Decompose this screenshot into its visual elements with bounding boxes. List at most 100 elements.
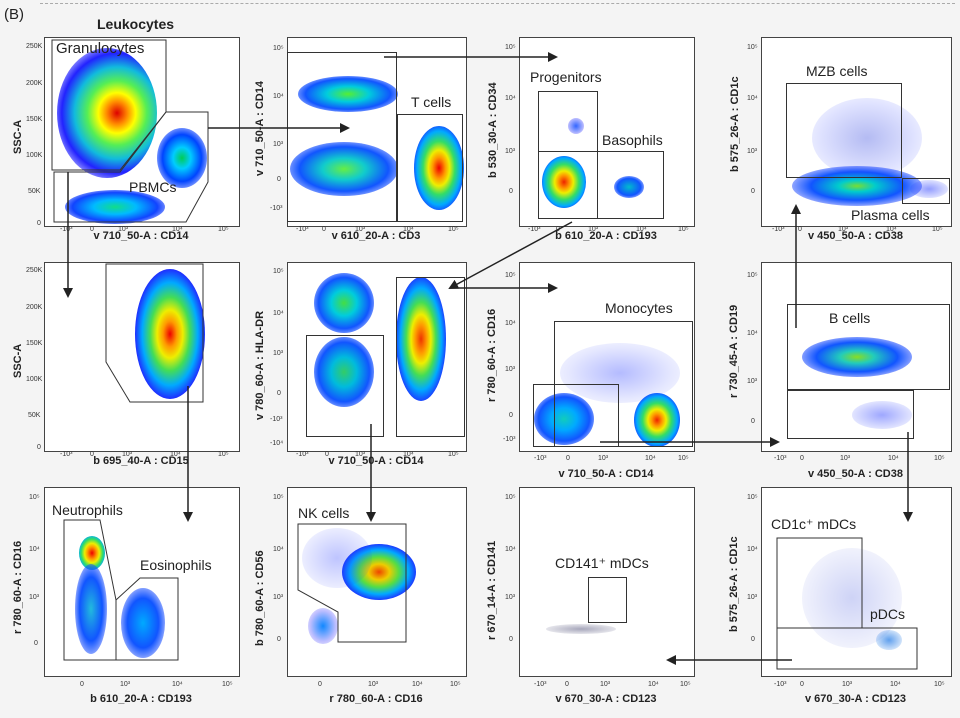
y-tick: 0 — [751, 636, 755, 643]
x-tick: 10³ — [598, 455, 609, 462]
x-tick: 10⁵ — [222, 681, 233, 688]
b-cell-cluster — [792, 166, 922, 206]
gate-label-eosinophils: Eosinophils — [140, 557, 212, 573]
x-tick: 0 — [800, 681, 804, 688]
pdc-cluster — [876, 630, 902, 650]
cd34-cluster — [568, 118, 584, 134]
x-axis-label: v 670_30-A : CD123 — [555, 693, 657, 705]
x-tick: -10³ — [774, 455, 787, 462]
x-tick: -10³ — [528, 226, 541, 233]
plot-monocytes — [519, 262, 695, 452]
plot-mzb-cells — [761, 37, 952, 227]
y-axis-label: v 780_60-A : HLA-DR — [254, 310, 266, 420]
non-b-cluster — [852, 401, 912, 429]
plot-granulocytes-cd15 — [44, 262, 240, 452]
x-axis-label: b 610_20-A : CD193 — [555, 230, 657, 242]
x-tick: 10⁴ — [412, 681, 423, 688]
gate-label-pbmcs: PBMCs — [129, 179, 177, 195]
x-tick: 0 — [565, 681, 569, 688]
gate-basophils — [538, 151, 664, 219]
granulocyte-cluster — [57, 48, 157, 178]
x-tick: 0 — [800, 455, 804, 462]
y-tick: -10³ — [270, 416, 283, 423]
y-axis-label: b 575_26-A : CD1c — [729, 76, 741, 172]
y-axis-label: r 730_45-A : CD19 — [728, 304, 740, 398]
y-tick: 10⁵ — [505, 272, 516, 279]
y-tick: 10⁵ — [747, 44, 758, 51]
y-axis-label: r 780_60-A : CD16 — [486, 308, 498, 402]
x-tick: -10³ — [534, 681, 547, 688]
y-axis-label: b 575_26-A : CD1c — [728, 536, 740, 632]
y-tick: 10⁵ — [505, 494, 516, 501]
y-tick: 150K — [26, 340, 43, 347]
y-tick: 0 — [277, 636, 281, 643]
x-tick: 10⁵ — [450, 681, 461, 688]
plot-b-cells — [761, 262, 952, 452]
y-tick: 10⁵ — [747, 272, 758, 279]
y-tick: 50K — [28, 412, 41, 419]
b-cell-cluster — [802, 337, 912, 377]
gate-hla-dr — [396, 277, 465, 437]
x-tick: 10⁴ — [403, 226, 414, 233]
x-tick: 10⁴ — [172, 226, 183, 233]
y-axis-label: v 710_50-A : CD14 — [254, 81, 266, 176]
x-tick: 0 — [325, 451, 329, 458]
x-tick: 10⁵ — [448, 451, 459, 458]
gate-label-t-cells: T cells — [411, 94, 452, 110]
y-tick: 0 — [277, 390, 281, 397]
x-axis-label: v 450_50-A : CD38 — [808, 468, 903, 480]
x-tick: -10³ — [772, 226, 785, 233]
progenitor-cluster — [542, 156, 586, 208]
y-tick: 100K — [26, 376, 43, 383]
x-tick: 10³ — [588, 226, 599, 233]
y-tick: 10⁴ — [273, 310, 284, 317]
y-tick: -10³ — [503, 436, 516, 443]
scatter-haze — [560, 343, 680, 403]
x-tick: 10⁵ — [678, 226, 689, 233]
lineage-negative-cluster — [314, 337, 374, 407]
y-tick: 0 — [751, 188, 755, 195]
gate-label-basophils: Basophils — [602, 132, 663, 148]
x-tick: 10⁵ — [680, 681, 691, 688]
gate-label-pdcs: pDCs — [870, 606, 906, 622]
plot-progenitors — [519, 37, 695, 227]
y-tick: -10³ — [270, 205, 283, 212]
y-tick: -10⁴ — [270, 440, 284, 447]
y-tick: 200K — [26, 304, 43, 311]
y-tick: 0 — [751, 418, 755, 425]
y-tick: 10³ — [747, 378, 758, 385]
x-tick: 10⁴ — [170, 451, 181, 458]
x-tick: 10⁵ — [934, 681, 945, 688]
gate-cd141 — [588, 577, 627, 623]
x-tick: 10³ — [118, 226, 129, 233]
nk-negative-cluster — [308, 608, 338, 644]
t-cell-cluster — [414, 126, 464, 210]
y-axis-label: r 670_14-A : CD141 — [486, 540, 498, 640]
granulocyte-cluster — [135, 269, 205, 399]
plot-hla-dr — [287, 262, 467, 452]
y-tick: 10⁴ — [273, 546, 284, 553]
y-tick: 10³ — [273, 141, 284, 148]
x-tick: 10³ — [838, 226, 849, 233]
y-tick: 0 — [37, 220, 41, 227]
non-t-cluster — [290, 142, 398, 196]
y-tick: 150K — [26, 116, 43, 123]
y-tick: 0 — [34, 640, 38, 647]
y-tick: 10⁴ — [505, 320, 516, 327]
gate-lineage-negative — [306, 335, 384, 437]
y-tick: 250K — [26, 43, 43, 50]
x-tick: 10³ — [355, 451, 366, 458]
x-tick: 10³ — [122, 451, 133, 458]
x-tick: 10⁵ — [934, 455, 945, 462]
x-tick: 0 — [556, 226, 560, 233]
gate-non-t — [287, 52, 397, 222]
x-tick: 10⁵ — [448, 226, 459, 233]
y-tick: 100K — [26, 152, 43, 159]
x-axis-label: v 610_20-A : CD3 — [331, 230, 421, 242]
plot-cd141-mdcs — [519, 487, 695, 677]
y-tick: 10⁴ — [273, 93, 284, 100]
gate-cd16-negative — [533, 384, 619, 447]
y-tick: 250K — [26, 267, 43, 274]
gate-label-mzb: MZB cells — [806, 63, 868, 79]
x-tick: 0 — [90, 226, 94, 233]
